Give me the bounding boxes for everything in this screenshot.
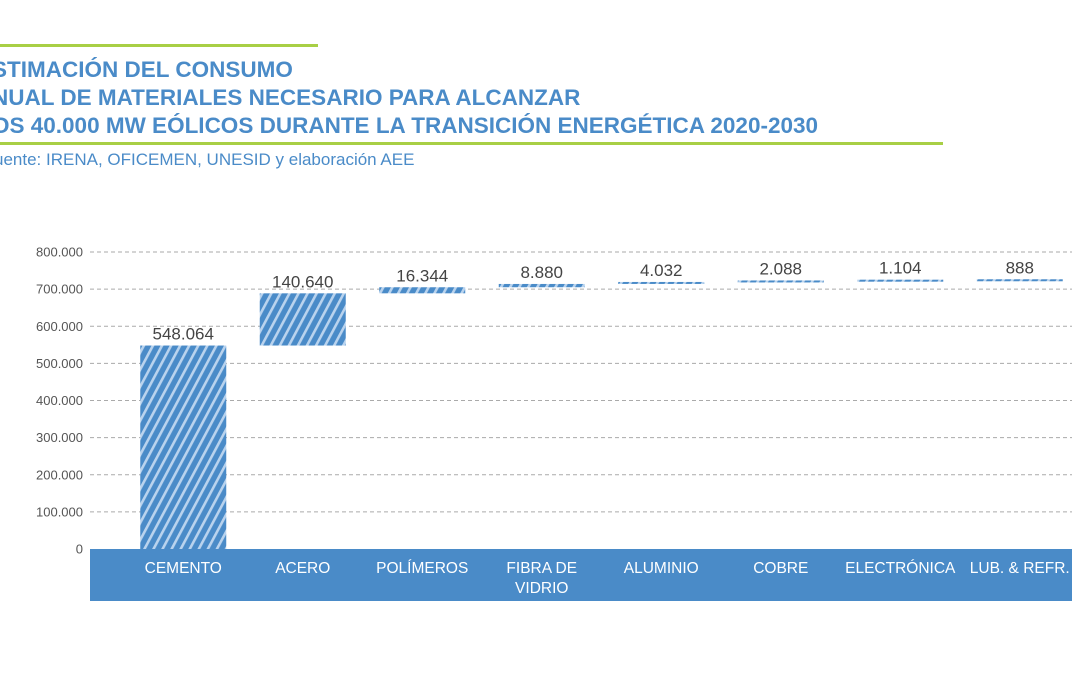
category-label: VIDRIO	[515, 580, 568, 597]
category-label: COBRE	[753, 560, 808, 577]
title-line-2: NUAL DE MATERIALES NECESARIO PARA ALCANZ…	[0, 85, 581, 110]
y-tick-label: 0	[76, 542, 83, 557]
bar-lub-refr-	[976, 279, 1063, 282]
data-label: 16.344	[396, 266, 448, 285]
top-rule	[0, 44, 318, 47]
data-label: 548.064	[153, 325, 214, 344]
data-label: 1.104	[879, 259, 922, 278]
category-label: LUB. & REFR.	[970, 560, 1070, 577]
source-note: uente: IRENA, OFICEMEN, UNESID y elabora…	[0, 150, 415, 169]
bar-cobre	[737, 280, 824, 283]
data-label: 2.088	[759, 259, 802, 278]
category-label: FIBRA DE	[506, 560, 577, 577]
data-label: 8.880	[520, 263, 563, 282]
bar-aluminio	[618, 281, 705, 284]
y-tick-label: 700.000	[36, 282, 83, 297]
bar-cemento	[140, 345, 227, 549]
y-tick-label: 600.000	[36, 319, 83, 334]
title-line-3: OS 40.000 MW EÓLICOS DURANTE LA TRANSICI…	[0, 113, 819, 138]
chart-title: STIMACIÓN DEL CONSUMO NUAL DE MATERIALES …	[0, 56, 818, 140]
y-tick-label: 500.000	[36, 356, 83, 371]
y-tick-label: 400.000	[36, 393, 83, 408]
bar-polímeros	[379, 287, 466, 294]
data-label: 4.032	[640, 261, 683, 280]
bar-electrónica	[857, 279, 944, 282]
bottom-rule	[0, 142, 943, 145]
title-line-1: STIMACIÓN DEL CONSUMO	[0, 57, 293, 82]
y-tick-label: 300.000	[36, 430, 83, 445]
bar-acero	[259, 293, 346, 346]
data-label: 140.640	[272, 272, 333, 291]
data-label: 888	[1006, 258, 1034, 277]
bar-fibra-de-vidrio	[498, 283, 585, 288]
y-tick-label: 800.000	[36, 245, 83, 260]
category-axis-band	[90, 549, 1072, 601]
y-tick-label: 200.000	[36, 467, 83, 482]
category-label: POLÍMEROS	[376, 560, 468, 577]
y-tick-label: 100.000	[36, 504, 83, 519]
category-label: CEMENTO	[145, 560, 222, 577]
category-label: ALUMINIO	[624, 560, 699, 577]
category-label: ACERO	[275, 560, 330, 577]
category-label: ELECTRÓNICA	[845, 560, 956, 577]
